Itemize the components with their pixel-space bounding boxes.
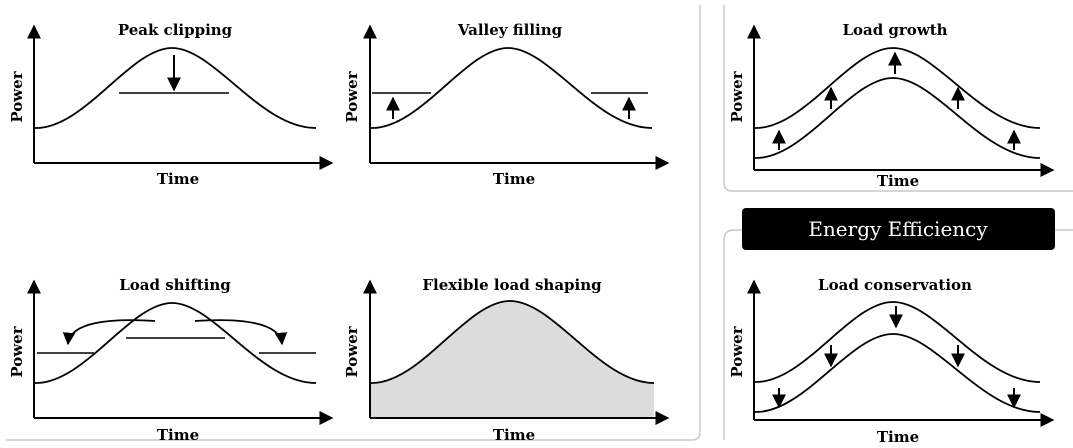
panel-load-growth: Load growth Power Time — [728, 21, 1055, 190]
x-axis-label: Time — [493, 426, 535, 444]
load-curve — [369, 47, 653, 129]
y-axis-label: Power — [728, 70, 746, 122]
x-axis-label: Time — [157, 426, 199, 444]
shift-arrow-right-icon — [194, 319, 288, 346]
panel-title: Load growth — [842, 21, 947, 39]
panel-peak-clipping: Peak clipping Power Time — [8, 21, 334, 188]
energy-efficiency-label: Energy Efficiency — [808, 217, 988, 241]
x-axis-label: Time — [157, 170, 199, 188]
y-axis-label: Power — [8, 325, 26, 377]
left-group-frame — [6, 5, 701, 441]
load-curve — [33, 302, 317, 384]
panel-title: Load shifting — [119, 276, 231, 294]
panel-title: Load conservation — [818, 276, 972, 294]
panel-title: Valley filling — [457, 21, 563, 39]
x-axis-label: Time — [493, 170, 535, 188]
right-bottom-frame — [723, 229, 1073, 440]
panel-valley-filling: Valley filling Power Time — [343, 21, 670, 188]
panel-load-conservation: Load conservation Power Time — [728, 276, 1055, 446]
original-load-curve — [753, 77, 1041, 159]
y-axis-label: Power — [343, 325, 361, 377]
panel-load-shifting: Load shifting Power Time — [8, 276, 334, 444]
right-top-frame — [723, 5, 1073, 192]
panel-title: Peak clipping — [118, 21, 233, 39]
x-axis-label: Time — [877, 172, 919, 190]
original-load-curve — [753, 301, 1041, 383]
x-axis-label: Time — [877, 428, 919, 446]
y-axis-label: Power — [8, 70, 26, 122]
grown-load-curve — [753, 47, 1041, 129]
y-axis-label: Power — [728, 325, 746, 377]
y-axis-label: Power — [343, 70, 361, 122]
conserved-load-curve — [753, 333, 1041, 413]
load-curve — [33, 47, 317, 129]
energy-efficiency-banner — [742, 208, 1055, 250]
load-curve — [369, 300, 655, 384]
panel-title: Flexible load shaping — [422, 276, 602, 294]
panel-flexible-load-shaping: Flexible load shaping Power Time — [343, 276, 670, 444]
shaded-load-area — [370, 301, 654, 418]
shift-arrow-left-icon — [62, 319, 156, 346]
